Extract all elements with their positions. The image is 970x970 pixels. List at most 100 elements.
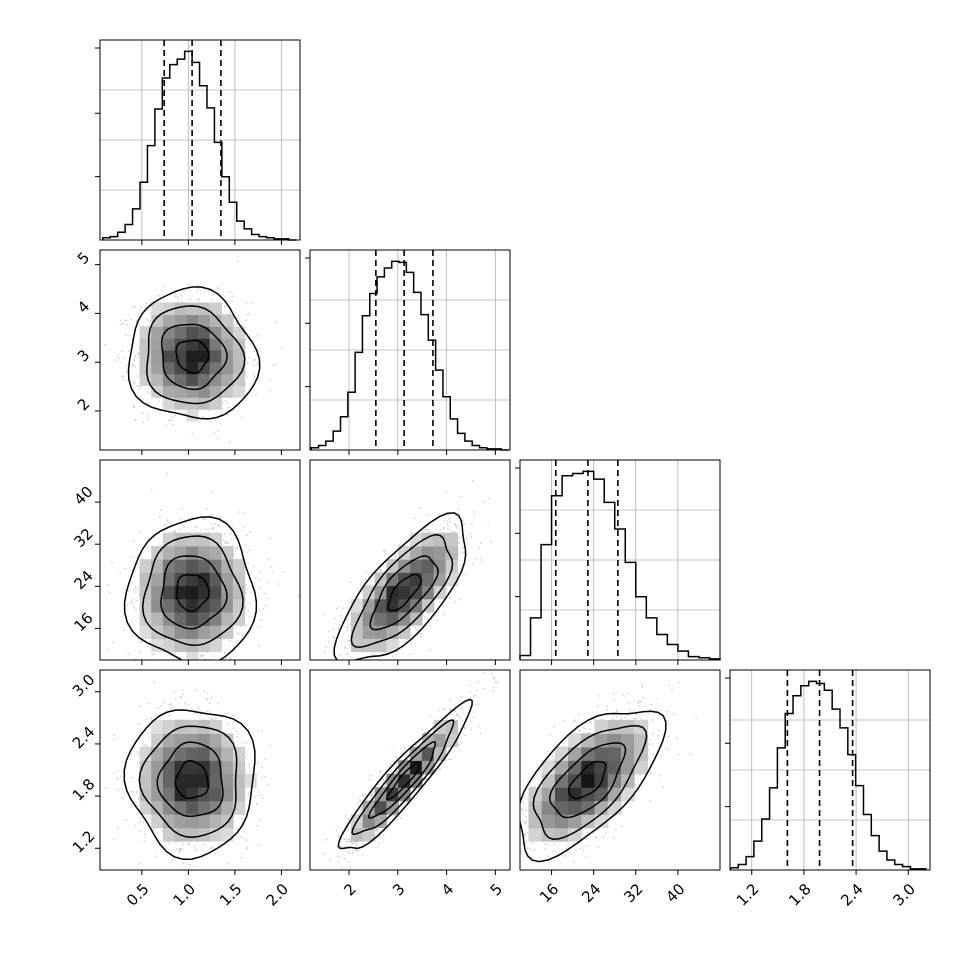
scatter-point — [369, 583, 372, 586]
scatter-point — [240, 662, 242, 664]
scatter-point — [180, 517, 182, 520]
scatter-point — [252, 340, 255, 342]
panel-frame — [729, 669, 931, 871]
contour-line — [123, 516, 258, 660]
density-cell — [209, 611, 222, 626]
scatter-point — [127, 589, 130, 592]
scatter-point — [149, 312, 152, 314]
scatter-point — [364, 578, 367, 580]
density-cell — [151, 373, 164, 386]
scatter-point — [250, 591, 253, 594]
scatter-point — [216, 437, 219, 440]
scatter-point — [347, 640, 350, 643]
scatter-point — [158, 294, 160, 297]
scatter-point — [248, 763, 250, 765]
density-cell — [186, 651, 199, 660]
scatter-point — [259, 355, 262, 358]
scatter-point — [345, 619, 348, 621]
scatter-point — [229, 658, 232, 660]
scatter-point — [259, 619, 262, 621]
scatter-point — [346, 607, 349, 609]
density-cell — [398, 611, 411, 626]
density-cell — [174, 302, 187, 315]
density-cell — [151, 314, 164, 327]
scatter-point — [347, 653, 350, 656]
scatter-point — [365, 665, 367, 667]
density-cell — [209, 598, 222, 613]
scatter-point — [371, 662, 373, 664]
density-cell — [174, 326, 187, 339]
scatter-point — [138, 309, 141, 312]
scatter-point — [166, 472, 169, 475]
density-cell — [151, 338, 164, 351]
scatter-point — [442, 520, 445, 523]
scatter-point — [447, 528, 449, 531]
scatter-point — [195, 526, 198, 529]
density-cell — [197, 611, 211, 626]
scatter-point — [166, 519, 169, 522]
density-cell — [162, 349, 176, 363]
density-cell — [209, 559, 222, 573]
scatter-point — [136, 588, 139, 590]
density-cell — [151, 611, 164, 626]
scatter-point — [253, 350, 256, 352]
panel-content — [304, 479, 492, 680]
scatter-point — [159, 717, 162, 719]
density-cell — [209, 585, 222, 600]
scatter-point — [206, 507, 209, 510]
scatter-point — [345, 661, 347, 663]
panel-frame — [99, 249, 301, 451]
scatter-point — [125, 323, 128, 326]
scatter-point — [454, 522, 456, 525]
density-cell — [221, 373, 234, 386]
scatter-point — [248, 766, 251, 768]
scatter-point — [130, 569, 133, 572]
scatter-point — [187, 703, 190, 706]
scatter-point — [236, 547, 239, 550]
panel-frame — [99, 459, 301, 661]
scatter-point — [130, 602, 133, 605]
scatter-point — [228, 406, 231, 409]
scatter-point — [134, 354, 137, 357]
density-cell — [350, 638, 364, 653]
scatter-point — [255, 576, 257, 579]
density-cell — [174, 361, 187, 375]
scatter-point — [130, 318, 133, 320]
scatter-point — [194, 529, 196, 532]
density-cell — [186, 326, 199, 339]
scatter-point — [304, 678, 306, 680]
scatter-point — [132, 540, 135, 543]
scatter-point — [324, 651, 326, 654]
scatter-point — [204, 518, 207, 521]
scatter-point — [154, 713, 157, 716]
scatter-point — [171, 423, 174, 426]
scatter-point — [194, 846, 196, 848]
scatter-point — [244, 544, 247, 547]
scatter-point — [114, 359, 116, 362]
scatter-point — [121, 376, 123, 378]
scatter-point — [133, 605, 135, 608]
density-cell — [209, 338, 222, 351]
density-cell — [197, 638, 211, 653]
scatter-point — [252, 565, 255, 567]
scatter-point — [254, 358, 256, 361]
scatter-point — [218, 525, 221, 527]
density-cell — [445, 532, 458, 547]
scatter-point — [260, 766, 263, 768]
density-cell — [197, 545, 211, 560]
scatter-point — [168, 521, 171, 524]
scatter-point — [449, 521, 452, 523]
scatter-point — [281, 571, 284, 573]
scatter-point — [154, 828, 156, 831]
scatter-point — [398, 544, 400, 546]
scatter-point — [262, 607, 265, 610]
scatter-point — [206, 698, 208, 701]
scatter-point — [229, 291, 232, 293]
scatter-point — [117, 357, 120, 360]
scatter-point — [145, 816, 148, 819]
scatter-point — [394, 556, 397, 558]
scatter-point — [136, 375, 139, 378]
density-cell — [209, 545, 222, 560]
scatter-point — [146, 318, 149, 321]
scatter-point — [246, 362, 249, 365]
